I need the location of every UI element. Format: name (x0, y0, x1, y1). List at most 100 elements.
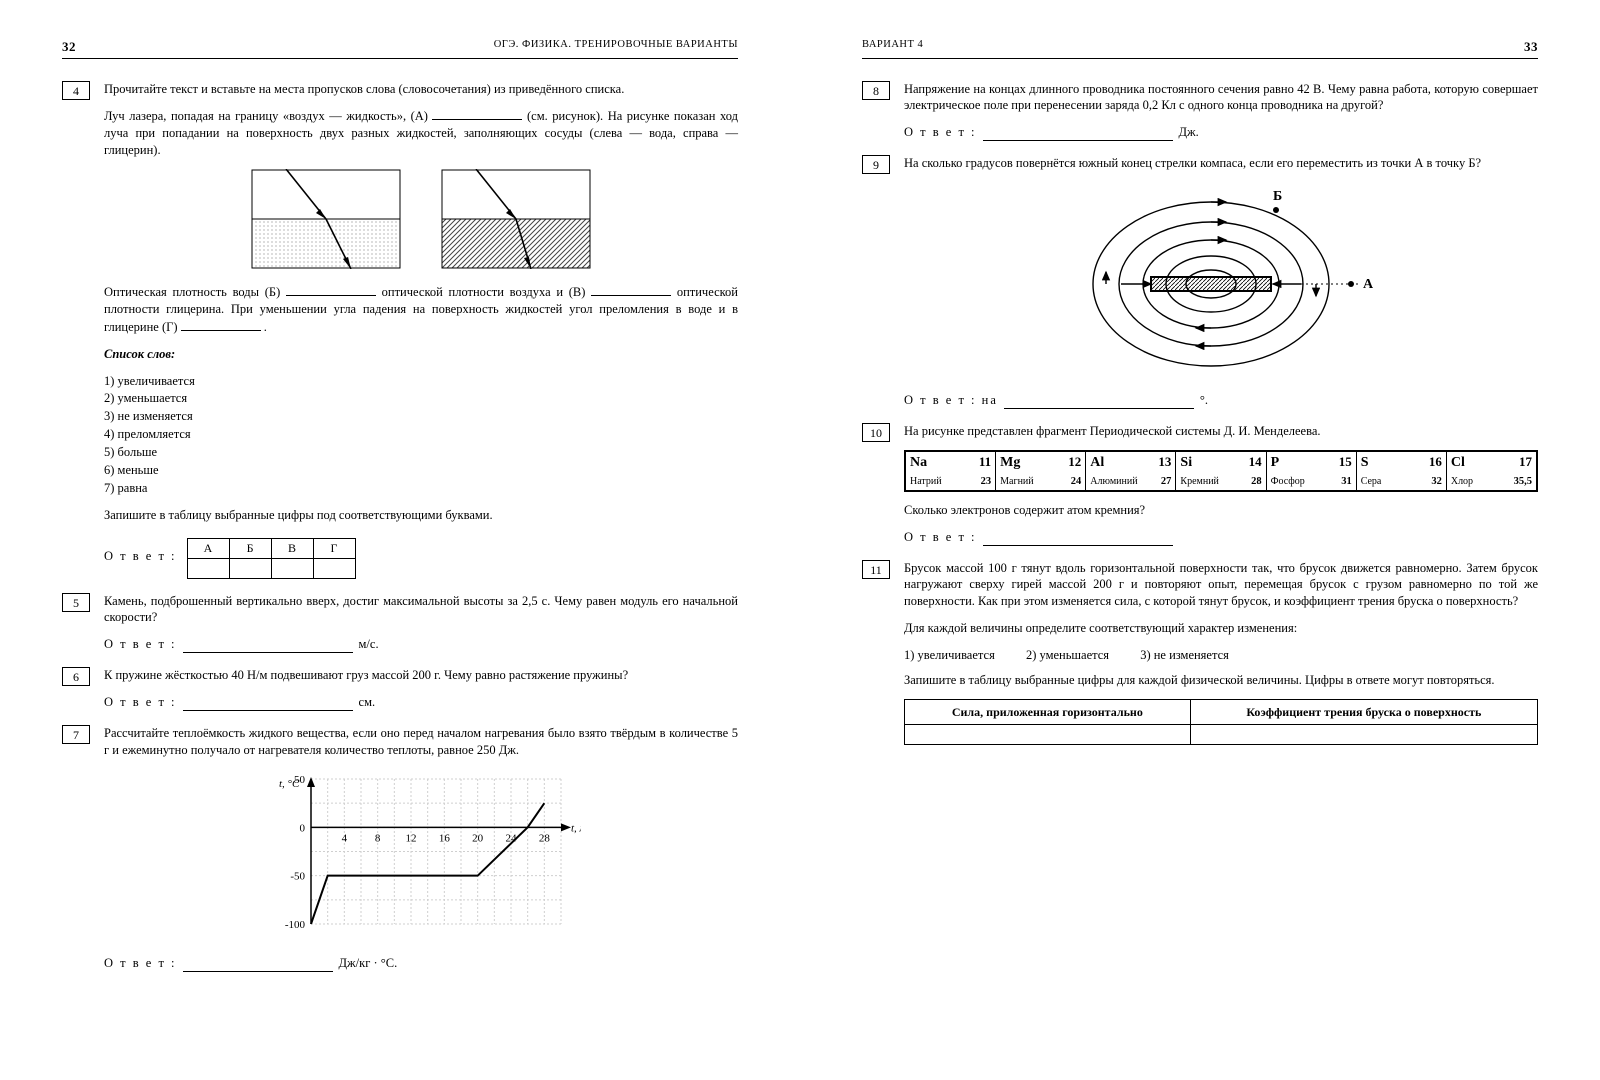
text: оптической плотности воздуха и (В) (382, 285, 591, 299)
q6-text: К пружине жёсткостью 40 Н/м подвешивают … (104, 667, 738, 684)
diagram-water (251, 169, 401, 269)
text: Луч лазера, попадая на границу «воздух —… (104, 109, 432, 123)
list-item: 4) преломляется (104, 426, 738, 443)
q4-para2: Оптическая плотность воды (Б) оптической… (104, 283, 738, 336)
label-a: А (1363, 277, 1374, 292)
blank-b[interactable] (286, 283, 376, 296)
question-number: 4 (62, 81, 90, 100)
question-number: 5 (62, 593, 90, 612)
answer-table[interactable]: А Б В Г (187, 538, 356, 579)
col-header: Сила, приложенная горизонтально (905, 699, 1191, 724)
answer-label: О т в е т : на (904, 392, 998, 409)
answer-blank[interactable] (183, 640, 353, 653)
heating-graph: 481216202428-100-50050t, минt, °С (104, 769, 738, 949)
text: . (264, 320, 267, 334)
question-number: 7 (62, 725, 90, 744)
q8-text: Напряжение на концах длинного проводника… (904, 81, 1538, 115)
svg-text:28: 28 (539, 832, 551, 844)
list-item: 1) увеличивается (104, 373, 738, 390)
q4-para1: Луч лазера, попадая на границу «воздух —… (104, 107, 738, 159)
q4-after: Запишите в таблицу выбранные цифры под с… (104, 507, 738, 524)
periodic-fragment: Na11Натрий23Mg12Магний24Al13Алюминий27Si… (904, 450, 1538, 492)
answer-blank[interactable] (183, 959, 333, 972)
unit: Дж. (1179, 124, 1199, 141)
list-item: 3) не изменяется (104, 408, 738, 425)
element-cell: P15Фосфор31 (1267, 452, 1357, 490)
question-number: 8 (862, 81, 890, 100)
label-b: Б (1273, 189, 1282, 204)
svg-text:16: 16 (439, 832, 451, 844)
element-cell: Na11Натрий23 (906, 452, 996, 490)
col-a: А (187, 538, 229, 558)
q11-options: 1) увеличивается 2) уменьшается 3) не из… (904, 647, 1538, 664)
element-cell: S16Сера32 (1357, 452, 1447, 490)
answer-label: О т в е т : (904, 529, 977, 546)
header-title: ОГЭ. ФИЗИКА. ТРЕНИРОВОЧНЫЕ ВАРИАНТЫ (494, 38, 738, 56)
q11-after: Запишите в таблицу выбранные цифры для к… (904, 672, 1538, 689)
element-cell: Si14Кремний28 (1176, 452, 1266, 490)
unit: м/с. (359, 636, 379, 653)
col-b: Б (229, 538, 271, 558)
blank-a[interactable] (432, 107, 522, 120)
list-item: 5) больше (104, 444, 738, 461)
unit: Дж/кг · °С. (339, 955, 398, 972)
q11-table[interactable]: Сила, приложенная горизонтально Коэффици… (904, 699, 1538, 745)
blank-g[interactable] (181, 318, 261, 331)
opt: 3) не изменяется (1140, 648, 1229, 662)
svg-text:t, мин: t, мин (571, 822, 581, 834)
answer-label: О т в е т : (104, 636, 177, 653)
svg-text:-100: -100 (285, 919, 306, 931)
element-cell: Mg12Магний24 (996, 452, 1086, 490)
svg-text:-50: -50 (290, 870, 305, 882)
opt: 2) уменьшается (1026, 648, 1109, 662)
refraction-diagrams (104, 169, 738, 269)
word-list-title: Список слов: (104, 347, 175, 361)
page-header-left: 32 ОГЭ. ФИЗИКА. ТРЕНИРОВОЧНЫЕ ВАРИАНТЫ (62, 38, 738, 59)
element-cell: Cl17Хлор35,5 (1447, 452, 1536, 490)
question-number: 11 (862, 560, 890, 579)
q11-text: Брусок массой 100 г тянут вдоль горизонт… (904, 560, 1538, 611)
header-title: ВАРИАНТ 4 (862, 38, 923, 56)
question-5: 5 Камень, подброшенный вертикально вверх… (62, 593, 738, 654)
question-7: 7 Рассчитайте теплоёмкость жидкого вещес… (62, 725, 738, 972)
q7-text: Рассчитайте теплоёмкость жидкого веществ… (104, 725, 738, 759)
list-item: 7) равна (104, 480, 738, 497)
answer-blank[interactable] (1004, 396, 1194, 409)
svg-text:t, °С: t, °С (279, 778, 300, 790)
question-number: 9 (862, 155, 890, 174)
blank-v[interactable] (591, 283, 671, 296)
page-number: 32 (62, 38, 76, 56)
q10-text: На рисунке представлен фрагмент Периодич… (904, 423, 1538, 440)
question-9: 9 На сколько градусов повернётся южный к… (862, 155, 1538, 409)
unit: °. (1200, 392, 1208, 409)
q9-text: На сколько градусов повернётся южный кон… (904, 155, 1538, 172)
svg-text:12: 12 (406, 832, 417, 844)
col-header: Коэффициент трения бруска о поверхность (1190, 699, 1537, 724)
answer-label: О т в е т : (104, 955, 177, 972)
answer-label: О т в е т : (104, 694, 177, 711)
answer-blank[interactable] (983, 128, 1173, 141)
magnet-diagram: А Б (904, 182, 1538, 382)
list-item: 6) меньше (104, 462, 738, 479)
q11-opts-intro: Для каждой величины определите соответст… (904, 620, 1538, 637)
svg-text:20: 20 (472, 832, 484, 844)
svg-text:8: 8 (375, 832, 381, 844)
unit: см. (359, 694, 376, 711)
opt: 1) увеличивается (904, 648, 995, 662)
answer-blank[interactable] (183, 698, 353, 711)
col-v: В (271, 538, 313, 558)
answer-blank[interactable] (983, 533, 1173, 546)
answer-label: О т в е т : (904, 124, 977, 141)
question-number: 6 (62, 667, 90, 686)
diagram-glycerin (441, 169, 591, 269)
page-header-right: ВАРИАНТ 4 33 (862, 38, 1538, 59)
answer-label: О т в е т : (104, 548, 177, 565)
question-10: 10 На рисунке представлен фрагмент Перио… (862, 423, 1538, 546)
question-number: 10 (862, 423, 890, 442)
q5-text: Камень, подброшенный вертикально вверх, … (104, 593, 738, 627)
svg-text:4: 4 (342, 832, 348, 844)
list-item: 2) уменьшается (104, 390, 738, 407)
question-8: 8 Напряжение на концах длинного проводни… (862, 81, 1538, 142)
question-6: 6 К пружине жёсткостью 40 Н/м подвешиваю… (62, 667, 738, 711)
question-11: 11 Брусок массой 100 г тянут вдоль гориз… (862, 560, 1538, 745)
